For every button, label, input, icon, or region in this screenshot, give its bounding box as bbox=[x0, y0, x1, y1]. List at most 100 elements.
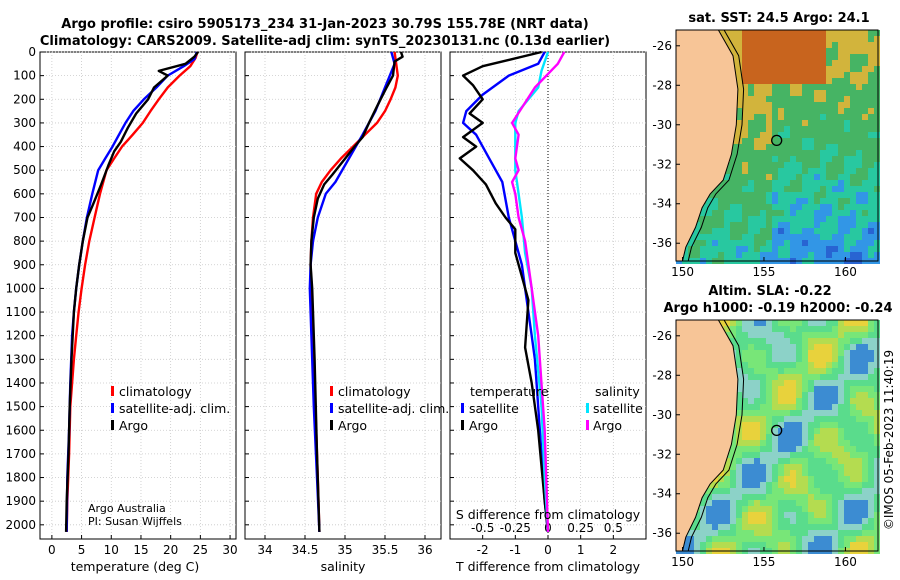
map-cell bbox=[826, 458, 832, 464]
map-cell bbox=[808, 126, 814, 132]
map-cell bbox=[790, 132, 796, 138]
map-cell bbox=[850, 350, 856, 356]
map-cell bbox=[844, 482, 850, 488]
map-cell bbox=[742, 518, 748, 524]
map-cell bbox=[772, 108, 778, 114]
map-cell bbox=[706, 240, 712, 246]
map-cell bbox=[802, 356, 808, 362]
map-cell bbox=[784, 332, 790, 338]
map-cell bbox=[808, 344, 814, 350]
map-cell bbox=[730, 542, 736, 548]
map-cell bbox=[790, 78, 796, 84]
map-cell bbox=[796, 114, 802, 120]
map-cell bbox=[748, 452, 754, 458]
map-cell bbox=[850, 320, 856, 326]
depth-tick-label: 1600 bbox=[5, 423, 36, 437]
map-cell bbox=[826, 252, 832, 258]
map-cell bbox=[790, 506, 796, 512]
map-cell bbox=[766, 518, 772, 524]
map-cell bbox=[748, 36, 754, 42]
map-cell bbox=[802, 470, 808, 476]
map-cell bbox=[862, 536, 868, 542]
map-cell bbox=[784, 416, 790, 422]
map-cell bbox=[844, 398, 850, 404]
map-cell bbox=[862, 66, 868, 72]
map-cell bbox=[850, 48, 856, 54]
map-cell bbox=[742, 78, 748, 84]
map-cell bbox=[754, 524, 760, 530]
map-cell bbox=[862, 428, 868, 434]
map-cell bbox=[742, 434, 748, 440]
map-cell bbox=[844, 84, 850, 90]
map-cell bbox=[784, 228, 790, 234]
map-cell bbox=[844, 392, 850, 398]
map-cell bbox=[754, 216, 760, 222]
map-cell bbox=[766, 114, 772, 120]
map-cell bbox=[790, 488, 796, 494]
map-cell bbox=[754, 186, 760, 192]
map-cell bbox=[802, 410, 808, 416]
map-cell bbox=[772, 470, 778, 476]
map-cell bbox=[766, 512, 772, 518]
map-cell bbox=[868, 96, 874, 102]
map-cell bbox=[784, 320, 790, 326]
map-cell bbox=[832, 54, 838, 60]
map-cell bbox=[838, 168, 844, 174]
map-cell bbox=[856, 126, 862, 132]
map-cell bbox=[766, 204, 772, 210]
map-cell bbox=[784, 344, 790, 350]
map-cell bbox=[820, 350, 826, 356]
map-cell bbox=[742, 66, 748, 72]
map-cell bbox=[730, 446, 736, 452]
map-cell bbox=[856, 168, 862, 174]
map-cell bbox=[868, 488, 874, 494]
map-cell bbox=[868, 228, 874, 234]
map-cell bbox=[688, 542, 694, 548]
map-cell bbox=[742, 380, 748, 386]
map-cell bbox=[802, 542, 808, 548]
map-cell bbox=[730, 512, 736, 518]
map-cell bbox=[814, 210, 820, 216]
map-cell bbox=[862, 524, 868, 530]
map-cell bbox=[820, 192, 826, 198]
map-cell bbox=[874, 78, 880, 84]
map-cell bbox=[832, 488, 838, 494]
map-cell bbox=[760, 428, 766, 434]
map-cell bbox=[778, 392, 784, 398]
map-cell bbox=[742, 126, 748, 132]
map-cell bbox=[736, 476, 742, 482]
map-cell bbox=[808, 54, 814, 60]
map-cell bbox=[838, 506, 844, 512]
map-cell bbox=[850, 54, 856, 60]
depth-tick-label: 100 bbox=[13, 69, 36, 83]
map-cell bbox=[820, 530, 826, 536]
map-cell bbox=[778, 464, 784, 470]
map-cell bbox=[826, 464, 832, 470]
map-cell bbox=[820, 398, 826, 404]
map-cell bbox=[862, 180, 868, 186]
map-cell bbox=[778, 542, 784, 548]
map-cell bbox=[862, 500, 868, 506]
map-cell bbox=[754, 222, 760, 228]
map-cell bbox=[724, 240, 730, 246]
map-cell bbox=[736, 90, 742, 96]
map-cell bbox=[868, 344, 874, 350]
map-cell bbox=[748, 72, 754, 78]
map-cell bbox=[754, 204, 760, 210]
map-cell bbox=[838, 344, 844, 350]
map-cell bbox=[856, 210, 862, 216]
map-cell bbox=[706, 210, 712, 216]
map-cell bbox=[790, 332, 796, 338]
map-cell bbox=[874, 422, 880, 428]
map-cell bbox=[832, 470, 838, 476]
map-cell bbox=[826, 96, 832, 102]
map-cell bbox=[760, 518, 766, 524]
map-cell bbox=[814, 434, 820, 440]
map-cell bbox=[718, 488, 724, 494]
map-cell bbox=[802, 114, 808, 120]
map-cell bbox=[748, 368, 754, 374]
map-cell bbox=[706, 228, 712, 234]
map-cell bbox=[730, 530, 736, 536]
map-cell bbox=[814, 156, 820, 162]
map-cell bbox=[820, 54, 826, 60]
